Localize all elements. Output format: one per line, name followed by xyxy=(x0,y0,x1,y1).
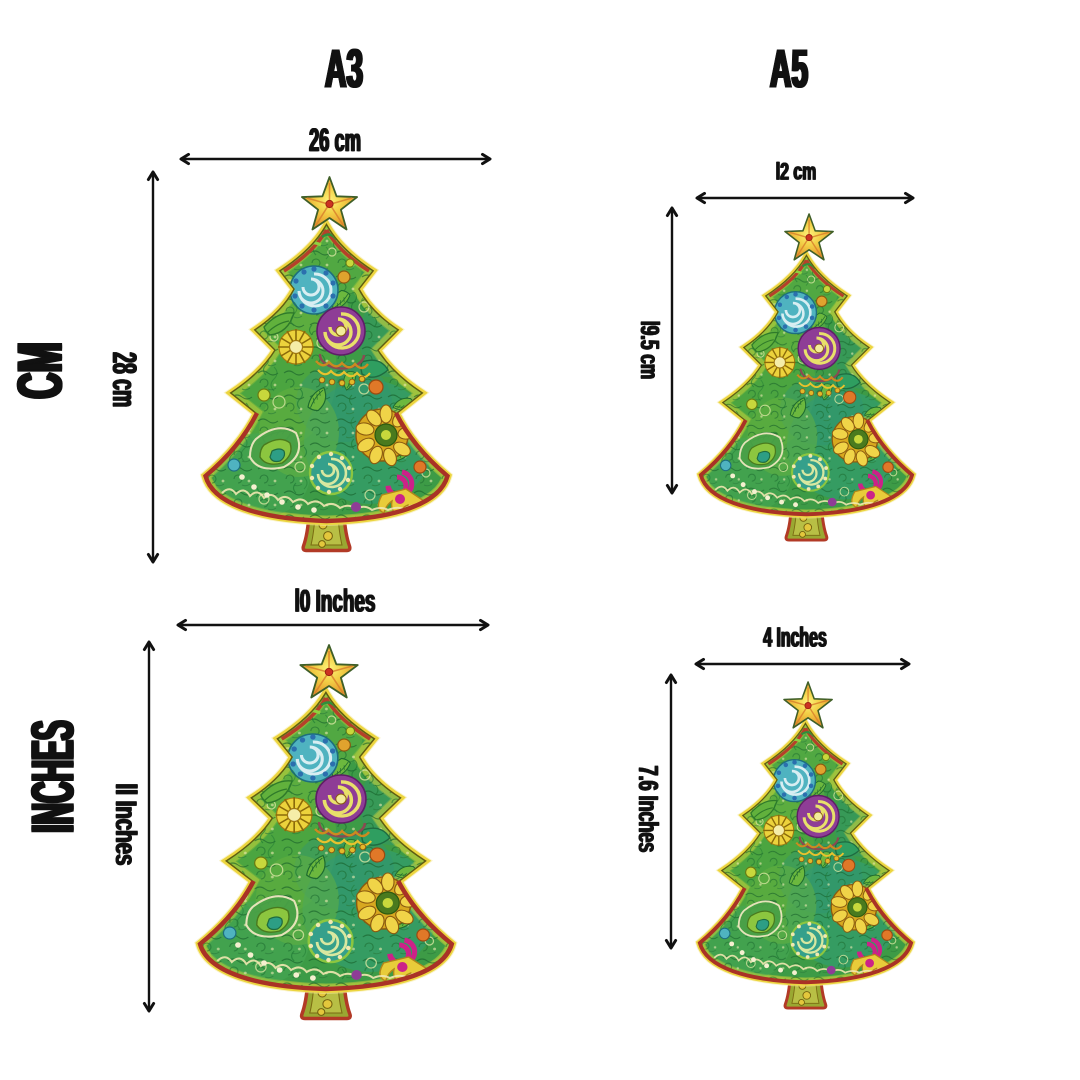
svg-text:4 Inches: 4 Inches xyxy=(763,622,827,653)
svg-text:A3: A3 xyxy=(326,40,364,99)
svg-text:l2 cm: l2 cm xyxy=(776,160,817,186)
svg-text:l0 Inches: l0 Inches xyxy=(294,585,375,619)
svg-text:28 cm: 28 cm xyxy=(106,352,144,407)
svg-text:A5: A5 xyxy=(771,40,809,99)
svg-text:7.6 Inches: 7.6 Inches xyxy=(633,766,664,853)
svg-text:CM: CM xyxy=(4,342,75,399)
svg-text:26 cm: 26 cm xyxy=(308,121,360,158)
svg-text:ll Inches: ll Inches xyxy=(109,784,142,866)
svg-text:l9.5 cm: l9.5 cm xyxy=(635,321,664,379)
svg-text:A3: A3 xyxy=(324,40,362,99)
svg-text:INCHES: INCHES xyxy=(20,720,86,832)
svg-text:INCHES: INCHES xyxy=(20,722,86,834)
svg-text:l9.5 cm: l9.5 cm xyxy=(635,320,664,378)
svg-text:ll Inches: ll Inches xyxy=(109,784,142,866)
svg-text:INCHES: INCHES xyxy=(20,719,86,831)
svg-text:7.6 Inches: 7.6 Inches xyxy=(633,765,664,852)
svg-text:l2 cm: l2 cm xyxy=(776,160,817,186)
svg-text:CM: CM xyxy=(4,343,75,400)
svg-text:4 Inches: 4 Inches xyxy=(764,622,828,653)
svg-text:4 Inches: 4 Inches xyxy=(763,622,827,653)
svg-text:l0 Inches: l0 Inches xyxy=(295,585,376,619)
svg-text:A5: A5 xyxy=(770,40,808,99)
svg-text:ll Inches: ll Inches xyxy=(109,783,142,865)
svg-text:26 cm: 26 cm xyxy=(310,121,362,158)
svg-text:l9.5 cm: l9.5 cm xyxy=(635,321,664,379)
svg-text:CM: CM xyxy=(4,341,75,398)
svg-text:26 cm: 26 cm xyxy=(309,121,361,158)
svg-text:28 cm: 28 cm xyxy=(106,353,144,408)
svg-text:7.6 Inches: 7.6 Inches xyxy=(633,766,664,853)
svg-text:A3: A3 xyxy=(325,40,363,99)
svg-text:l0 Inches: l0 Inches xyxy=(295,585,376,619)
svg-text:l2 cm: l2 cm xyxy=(775,160,816,186)
svg-text:28 cm: 28 cm xyxy=(106,352,144,407)
svg-text:A5: A5 xyxy=(769,40,807,99)
